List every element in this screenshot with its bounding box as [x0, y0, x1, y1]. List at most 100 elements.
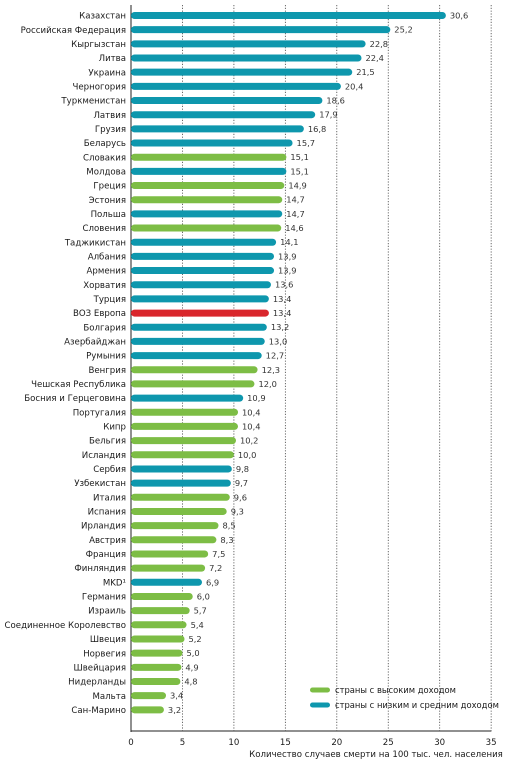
value-label: 14,9	[288, 181, 306, 191]
bar	[131, 54, 362, 62]
category-label: Узбекистан	[74, 479, 126, 489]
value-label: 22,4	[365, 53, 383, 63]
category-label: Израиль	[88, 607, 126, 617]
value-label: 15,7	[297, 138, 315, 148]
bar	[131, 550, 209, 558]
bar	[131, 522, 219, 530]
value-label: 14,6	[285, 223, 303, 233]
bar	[131, 267, 275, 275]
value-label: 15,1	[290, 152, 308, 162]
legend-swatch	[310, 687, 330, 693]
value-label: 13,0	[269, 336, 287, 346]
value-label: 8,3	[220, 535, 233, 545]
value-label: 30,6	[450, 11, 468, 21]
bar	[131, 281, 271, 289]
value-label: 14,7	[286, 209, 304, 219]
bar	[131, 182, 285, 190]
value-label: 10,4	[242, 421, 260, 431]
category-label: Черногория	[73, 82, 127, 92]
bar	[131, 68, 353, 76]
category-label: Беларусь	[84, 139, 126, 149]
category-label: Германия	[82, 593, 126, 603]
bar	[131, 437, 236, 445]
x-tick-label: 10	[228, 738, 239, 748]
bar	[131, 125, 304, 133]
category-label: Словения	[83, 224, 126, 234]
bar	[131, 465, 232, 473]
x-tick-label: 25	[383, 738, 394, 748]
bar	[131, 323, 267, 331]
value-label: 7,2	[209, 563, 222, 573]
category-label: Бельгия	[89, 437, 126, 447]
bar	[131, 238, 277, 246]
category-label: Испания	[88, 508, 126, 518]
bar	[131, 196, 283, 204]
bar	[131, 352, 262, 360]
legend-label: страны с низким и средним доходом	[335, 700, 499, 710]
x-tick-label: 35	[486, 738, 497, 748]
category-label: Румыния	[86, 352, 126, 362]
value-label: 12,7	[266, 351, 284, 361]
category-label: Чешская Республика	[31, 380, 126, 390]
category-label: Мальта	[92, 692, 126, 702]
bar	[131, 692, 166, 700]
bar	[131, 408, 239, 416]
bar	[131, 578, 203, 586]
category-label: Латвия	[93, 111, 126, 121]
value-label: 4,8	[184, 676, 197, 686]
bar	[131, 706, 164, 714]
value-label: 9,7	[235, 478, 248, 488]
category-label: Хорватия	[83, 281, 126, 291]
value-label: 12,3	[262, 365, 280, 375]
value-label: 5,2	[189, 634, 202, 644]
bar	[131, 40, 366, 48]
value-label: 13,9	[278, 266, 296, 276]
category-label: Словакия	[83, 153, 126, 163]
bar	[131, 394, 244, 402]
x-tick-label: 20	[331, 738, 342, 748]
value-label: 21,5	[356, 67, 374, 77]
bar	[131, 97, 323, 105]
x-axis: 0 5 10 15 20 25 30 35	[128, 730, 497, 748]
value-label: 7,5	[212, 549, 225, 559]
value-label: 13,4	[273, 308, 291, 318]
category-label: Албания	[88, 252, 126, 262]
x-tick-label: 0	[128, 738, 133, 748]
category-label: Италия	[93, 493, 126, 503]
value-label: 4,9	[185, 662, 198, 672]
bar	[131, 607, 190, 615]
bar	[131, 82, 341, 90]
x-tick-label: 15	[280, 738, 291, 748]
value-label: 22,8	[370, 39, 388, 49]
bar	[131, 380, 255, 388]
value-label: 10,9	[247, 393, 265, 403]
category-label: Туркменистан	[60, 97, 126, 107]
category-label: Таджикистан	[64, 238, 126, 248]
bar	[131, 139, 293, 147]
bar	[131, 210, 283, 218]
category-label: Украина	[88, 68, 126, 78]
bar	[131, 26, 391, 34]
category-label: Швеция	[90, 635, 126, 645]
category-label: Польша	[91, 210, 126, 220]
category-label: Эстония	[89, 196, 126, 206]
bar	[131, 621, 187, 629]
value-label: 14,7	[286, 195, 304, 205]
category-label: Австрия	[89, 536, 126, 546]
bar	[131, 295, 269, 303]
value-label: 9,8	[236, 464, 249, 474]
legend: страны с высоким доходом страны с низким …	[310, 685, 499, 710]
category-label: Исландия	[82, 451, 126, 461]
category-label: Кыргызстан	[71, 40, 126, 50]
category-label: Молдова	[86, 167, 126, 177]
bar	[131, 592, 193, 600]
value-label: 6,9	[206, 577, 219, 587]
bar	[131, 649, 183, 657]
bar	[131, 224, 282, 232]
category-label: Кипр	[103, 423, 126, 433]
category-label: Азербайджан	[64, 338, 126, 348]
category-label: Греция	[93, 182, 126, 192]
value-label: 13,9	[278, 251, 296, 261]
value-label: 20,4	[345, 81, 363, 91]
